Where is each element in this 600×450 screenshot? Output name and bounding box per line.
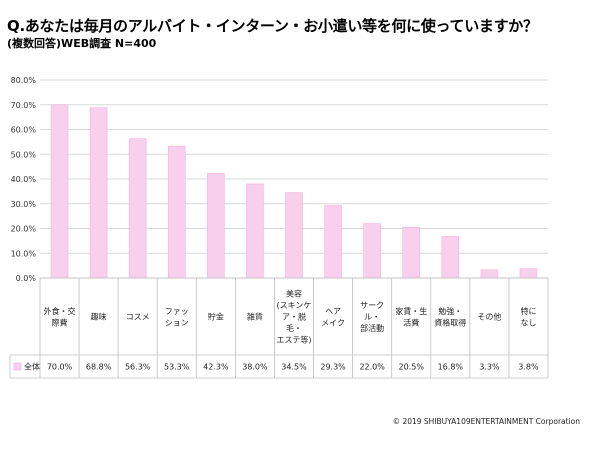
category-label: 際費 [52, 317, 68, 327]
value-label: 38.0% [242, 363, 268, 372]
category-label: 雑貨 [247, 312, 263, 322]
category-label: (スキンケ [277, 301, 312, 310]
category-label: その他 [477, 312, 501, 322]
category-label: 美容 [286, 289, 302, 299]
bar [128, 138, 147, 279]
bar [324, 205, 342, 279]
category-label: ション [165, 318, 189, 327]
value-label: 42.3% [203, 363, 229, 372]
y-axis: 0.0% 10.0% 20.0% 30.0% 40.0% 50.0% 60.0% 70.0% 8… [11, 76, 37, 283]
y-tick-label: 40.0% [11, 175, 37, 184]
bar [285, 192, 303, 279]
y-tick-label: 50.0% [11, 150, 37, 159]
category-label: ア・脱 [282, 312, 306, 322]
value-label: 3.3% [479, 363, 500, 372]
category-label: エステ等) [276, 335, 311, 345]
category-label: サーク [360, 301, 384, 310]
category-label: ヘア [325, 307, 341, 316]
category-label: 活費 [403, 317, 419, 327]
category-label: メイク [321, 318, 345, 327]
value-label: 22.0% [359, 363, 385, 372]
bar [363, 223, 381, 279]
category-label: ファッ [165, 307, 189, 316]
category-label: コスメ [126, 313, 150, 322]
y-tick-label: 70.0% [11, 101, 37, 110]
category-label: 部活動 [360, 323, 384, 333]
legend-swatch [13, 362, 22, 371]
copyright-text: © 2019 SHIBUYA109ENTERTAINMENT Corporati… [392, 417, 580, 426]
legend-label: 全体 [24, 362, 40, 372]
category-label: 貯金 [208, 312, 224, 322]
chart-subtitle: (複数回答)WEB調査 N=400 [7, 37, 157, 50]
value-label: 20.5% [399, 363, 425, 372]
value-label: 68.8% [86, 363, 112, 372]
y-tick-label: 80.0% [11, 76, 37, 85]
y-tick-label: 60.0% [11, 126, 37, 135]
bar [441, 236, 460, 279]
value-label: 53.3% [164, 363, 190, 372]
y-tick-label: 0.0% [16, 274, 37, 283]
bar [89, 107, 108, 279]
y-tick-label: 30.0% [11, 200, 37, 209]
bar-series [50, 104, 538, 279]
value-label: 56.3% [125, 363, 151, 372]
chart-title: Q.あなたは毎月のアルバイト・インターン・お小遣い等を何に使っていますか？ [7, 17, 538, 35]
value-label: 34.5% [281, 363, 307, 372]
y-tick-label: 20.0% [11, 225, 37, 234]
category-label: 趣味 [91, 312, 107, 322]
category-label: 外食・交 [44, 306, 76, 316]
category-label: 勉強・ [438, 306, 462, 316]
category-label: 資格取得 [434, 317, 466, 327]
bar [167, 145, 186, 279]
category-label: なし [520, 318, 536, 327]
value-label: 70.0% [47, 363, 73, 372]
category-label: 特に [520, 306, 536, 316]
category-label: 家賃・生 [395, 306, 427, 316]
category-label: 毛・ [286, 323, 302, 333]
bar [402, 226, 421, 279]
value-label: 29.3% [320, 363, 346, 372]
bar [50, 104, 69, 279]
bar [480, 269, 499, 279]
value-label: 3.8% [518, 363, 539, 372]
bar [207, 173, 225, 279]
bar [246, 183, 264, 279]
y-tick-label: 10.0% [11, 249, 37, 258]
value-label: 16.8% [438, 363, 464, 372]
bar [519, 268, 538, 279]
category-label: ル・ [364, 313, 380, 322]
